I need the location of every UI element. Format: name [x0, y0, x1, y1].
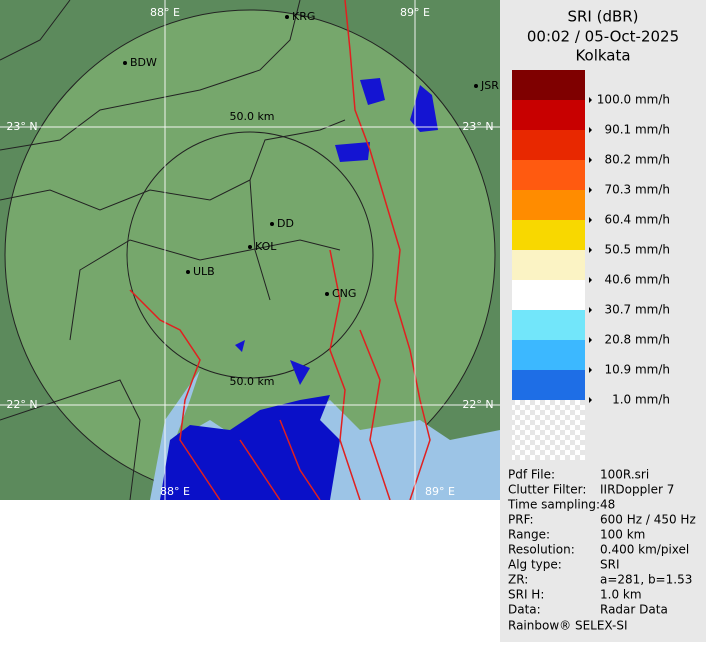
- legend-time: 00:02 / 05-Oct-2025: [527, 28, 679, 46]
- scale-label: 90.1 mm/h: [604, 123, 670, 137]
- info-key: SRI H:: [508, 588, 544, 602]
- info-value: 600 Hz / 450 Hz: [600, 513, 696, 527]
- scale-box: [512, 70, 585, 100]
- map: 88° E 89° E 23° N 23° N 22° N 22° N 88° E 89° E…: [0, 0, 500, 500]
- boundaries: [0, 0, 346, 500]
- scale-label: 20.8 mm/h: [604, 333, 670, 347]
- scale-tick: [589, 157, 592, 163]
- range-label: 50.0 km: [229, 110, 274, 123]
- city-dot: [186, 270, 190, 274]
- city-label: BDW: [130, 56, 157, 69]
- info-key: Clutter Filter:: [508, 483, 586, 497]
- city-dot: [474, 84, 478, 88]
- scale-tick: [589, 367, 592, 373]
- scale-label: 50.5 mm/h: [604, 243, 670, 257]
- grid-label: 88° E: [160, 485, 190, 498]
- grid-label: 89° E: [425, 485, 455, 498]
- city-dot: [285, 15, 289, 19]
- info-value: IIRDoppler 7: [600, 483, 674, 497]
- scale-label: 80.2 mm/h: [604, 153, 670, 167]
- scale-label: 100.0 mm/h: [597, 93, 670, 107]
- scale-box: [512, 310, 585, 340]
- city-dot: [123, 61, 127, 65]
- scale-label: 1.0 mm/h: [612, 393, 670, 407]
- legend-title: SRI (dBR): [567, 8, 638, 26]
- info-key: Data:: [508, 603, 541, 617]
- info-value: 0.400 km/pixel: [600, 543, 689, 557]
- info-key: Alg type:: [508, 558, 562, 572]
- city-label: CNG: [332, 287, 356, 300]
- scale-tick: [589, 307, 592, 313]
- scale-box: [512, 160, 585, 190]
- info-key: Resolution:: [508, 543, 575, 557]
- scale-box: [512, 280, 585, 310]
- scale-tick: [589, 277, 592, 283]
- info-value: Radar Data: [600, 603, 668, 617]
- echo: [235, 78, 438, 385]
- scale-label: 40.6 mm/h: [604, 273, 670, 287]
- info-value: SRI: [600, 558, 620, 572]
- city-dot: [248, 245, 252, 249]
- scale-box: [512, 340, 585, 370]
- scale-label: 30.7 mm/h: [604, 303, 670, 317]
- city-label: KOL: [255, 240, 277, 253]
- scale-box: [512, 370, 585, 400]
- scale-box: [512, 250, 585, 280]
- scale-nodata: [512, 400, 585, 460]
- grid-label: 89° E: [400, 6, 430, 19]
- info-footer: Rainbow® SELEX-SI: [508, 619, 628, 633]
- info-value: 1.0 km: [600, 588, 642, 602]
- scale-label: 70.3 mm/h: [604, 183, 670, 197]
- city-dot: [325, 292, 329, 296]
- info-value: 48: [600, 498, 615, 512]
- grid-label: 22° N: [6, 398, 37, 411]
- range-ring-inner: [126, 131, 374, 379]
- scale-tick: [589, 97, 592, 103]
- city-label: KRG: [292, 10, 315, 23]
- info-key: PRF:: [508, 513, 534, 527]
- scale-tick: [589, 337, 592, 343]
- city-label: JSR: [480, 79, 499, 92]
- range-label: 50.0 km: [229, 375, 274, 388]
- scale-box: [512, 190, 585, 220]
- scale-box: [512, 100, 585, 130]
- grid-label: 23° N: [6, 120, 37, 133]
- city-label: ULB: [193, 265, 215, 278]
- scale-box: [512, 220, 585, 250]
- range-ring-outer: [4, 9, 496, 500]
- echo: [160, 395, 340, 500]
- scale-tick: [589, 397, 592, 403]
- info-key: ZR:: [508, 573, 528, 587]
- info-key: Time sampling:: [507, 498, 600, 512]
- scale-tick: [589, 217, 592, 223]
- grid-label: 23° N: [462, 120, 493, 133]
- info-key: Range:: [508, 528, 550, 542]
- info-key: Pdf File:: [508, 468, 555, 482]
- info-value: 100R.sri: [600, 468, 649, 482]
- grid-label: 88° E: [150, 6, 180, 19]
- legend-site: Kolkata: [575, 47, 630, 65]
- rivers: [129, 0, 431, 500]
- scale-tick: [589, 247, 592, 253]
- graticule: [0, 0, 500, 500]
- scale-label: 60.4 mm/h: [604, 213, 670, 227]
- scale-tick: [589, 127, 592, 133]
- scale-box: [512, 130, 585, 160]
- city-label: DD: [277, 217, 294, 230]
- city-dot: [270, 222, 274, 226]
- scale-label: 10.9 mm/h: [604, 363, 670, 377]
- info-value: a=281, b=1.53: [600, 573, 692, 587]
- info-value: 100 km: [600, 528, 645, 542]
- grid-label: 22° N: [462, 398, 493, 411]
- scale-tick: [589, 187, 592, 193]
